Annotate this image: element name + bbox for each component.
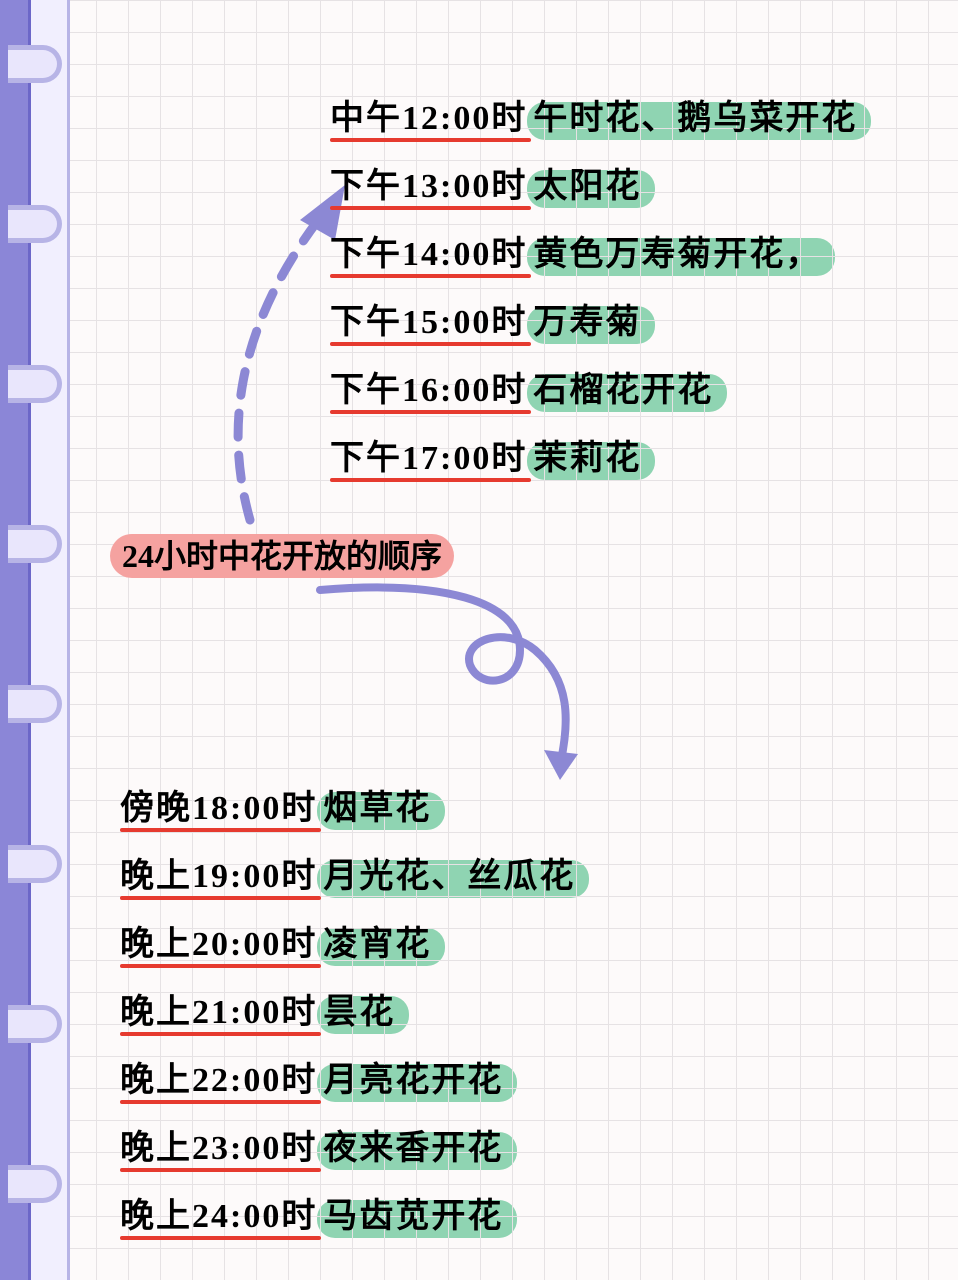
flower-name: 黄色万寿菊开花， xyxy=(527,236,835,274)
flower-name: 马齿苋开花 xyxy=(317,1198,517,1236)
flower-name: 烟草花 xyxy=(317,790,445,828)
block-evening: 傍晚18:00时烟草花晚上19:00时月光花、丝瓜花晚上20:00时凌宵花晚上2… xyxy=(120,790,589,1266)
ring-icon xyxy=(8,685,62,723)
ring-icon xyxy=(8,205,62,243)
flower-name: 昙花 xyxy=(317,994,409,1032)
flower-name: 茉莉花 xyxy=(527,440,655,478)
list-item: 晚上19:00时月光花、丝瓜花 xyxy=(120,858,589,896)
title-text: 24小时中花开放的顺序 xyxy=(110,534,454,578)
ring-icon xyxy=(8,525,62,563)
time-label: 晚上22:00时 xyxy=(120,1064,317,1098)
ring-icon xyxy=(8,845,62,883)
time-label: 晚上19:00时 xyxy=(120,860,317,894)
flower-name: 太阳花 xyxy=(527,168,655,206)
flower-name: 石榴花开花 xyxy=(527,372,727,410)
flower-name: 月光花、丝瓜花 xyxy=(317,858,589,896)
ring-icon xyxy=(8,45,62,83)
list-item: 晚上21:00时昙花 xyxy=(120,994,589,1032)
spiral-binding xyxy=(0,0,70,1280)
list-item: 下午14:00时黄色万寿菊开花， xyxy=(330,236,871,274)
list-item: 下午16:00时石榴花开花 xyxy=(330,372,871,410)
time-label: 晚上24:00时 xyxy=(120,1200,317,1234)
list-item: 下午15:00时万寿菊 xyxy=(330,304,871,342)
time-label: 晚上21:00时 xyxy=(120,996,317,1030)
time-label: 下午13:00时 xyxy=(330,170,527,204)
ring-icon xyxy=(8,365,62,403)
list-item: 下午17:00时茉莉花 xyxy=(330,440,871,478)
time-label: 下午14:00时 xyxy=(330,238,527,272)
flower-name: 月亮花开花 xyxy=(317,1062,517,1100)
time-label: 晚上23:00时 xyxy=(120,1132,317,1166)
time-label: 下午15:00时 xyxy=(330,306,527,340)
time-label: 下午16:00时 xyxy=(330,374,527,408)
list-item: 中午12:00时午时花、鹅乌菜开花 xyxy=(330,100,871,138)
block-afternoon: 中午12:00时午时花、鹅乌菜开花下午13:00时太阳花下午14:00时黄色万寿… xyxy=(330,100,871,508)
flower-name: 万寿菊 xyxy=(527,304,655,342)
ring-icon xyxy=(8,1005,62,1043)
flower-name: 夜来香开花 xyxy=(317,1130,517,1168)
time-label: 下午17:00时 xyxy=(330,442,527,476)
page-content: 24小时中花开放的顺序 中午12:00时午时花、鹅乌菜开花下午13:00时太阳花… xyxy=(90,0,948,1280)
list-item: 晚上22:00时月亮花开花 xyxy=(120,1062,589,1100)
list-item: 晚上23:00时夜来香开花 xyxy=(120,1130,589,1168)
time-label: 晚上20:00时 xyxy=(120,928,317,962)
list-item: 下午13:00时太阳花 xyxy=(330,168,871,206)
list-item: 傍晚18:00时烟草花 xyxy=(120,790,589,828)
ring-icon xyxy=(8,1165,62,1203)
arrow-down-icon xyxy=(310,570,610,790)
list-item: 晚上20:00时凌宵花 xyxy=(120,926,589,964)
list-item: 晚上24:00时马齿苋开花 xyxy=(120,1198,589,1236)
time-label: 傍晚18:00时 xyxy=(120,792,317,826)
time-label: 中午12:00时 xyxy=(330,102,527,136)
flower-name: 午时花、鹅乌菜开花 xyxy=(527,100,871,138)
title-bubble: 24小时中花开放的顺序 xyxy=(110,530,454,582)
flower-name: 凌宵花 xyxy=(317,926,445,964)
